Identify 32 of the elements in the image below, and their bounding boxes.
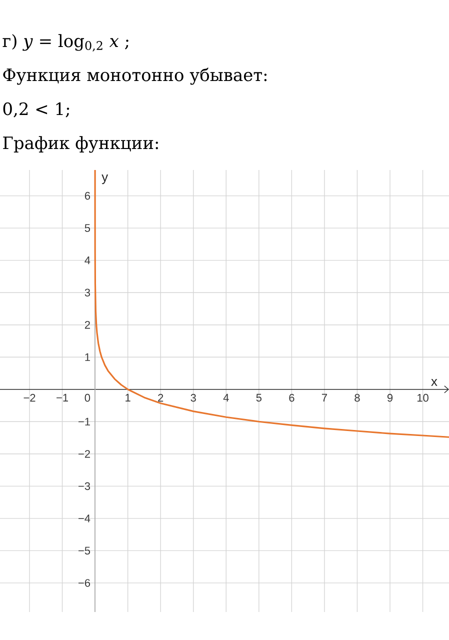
y-tick-label: 6: [84, 192, 90, 200]
x-axis-title: x: [431, 378, 438, 386]
x-tick-label: −1: [56, 394, 68, 402]
y-axis-title: y: [102, 174, 108, 184]
y-tick-label: −5: [78, 546, 90, 555]
x-tick-label: 1: [126, 394, 130, 402]
y-tick-label: 3: [84, 288, 90, 296]
text: Функция монотонно убывает:: [3, 68, 267, 85]
x-tick-label: 0: [84, 394, 90, 402]
x-tick-label: 7: [322, 394, 327, 402]
text: График функции:: [3, 136, 158, 153]
x-tick-label: 2: [158, 394, 164, 402]
x-tick-label: 8: [354, 394, 360, 402]
x-tick-label: 10: [417, 394, 428, 402]
chart-title: г) y = log$_{0,2}$ x ;: [2, 34, 128, 52]
x-tick-label: 3: [190, 394, 196, 402]
x-tick-label: 4: [223, 394, 229, 402]
y-tick-label: −2: [78, 450, 90, 458]
line-series: [94, 170, 449, 438]
y-tick-label: −3: [78, 482, 90, 490]
y-tick-label: 2: [84, 321, 90, 329]
y-tick-label: 4: [84, 256, 90, 264]
y-tick-label: −4: [78, 514, 90, 522]
text: 0,2 < 1;: [3, 102, 70, 118]
x-tick-label: −2: [24, 394, 36, 402]
y-tick-label: −6: [78, 579, 90, 587]
x-tick-label: 9: [387, 394, 393, 402]
y-tick-label: −1: [78, 418, 90, 426]
y-tick-label: 1: [85, 353, 90, 361]
x-tick-label: 5: [256, 394, 262, 402]
x-tick-label: 6: [289, 394, 294, 402]
y-tick-label: 5: [84, 224, 90, 232]
